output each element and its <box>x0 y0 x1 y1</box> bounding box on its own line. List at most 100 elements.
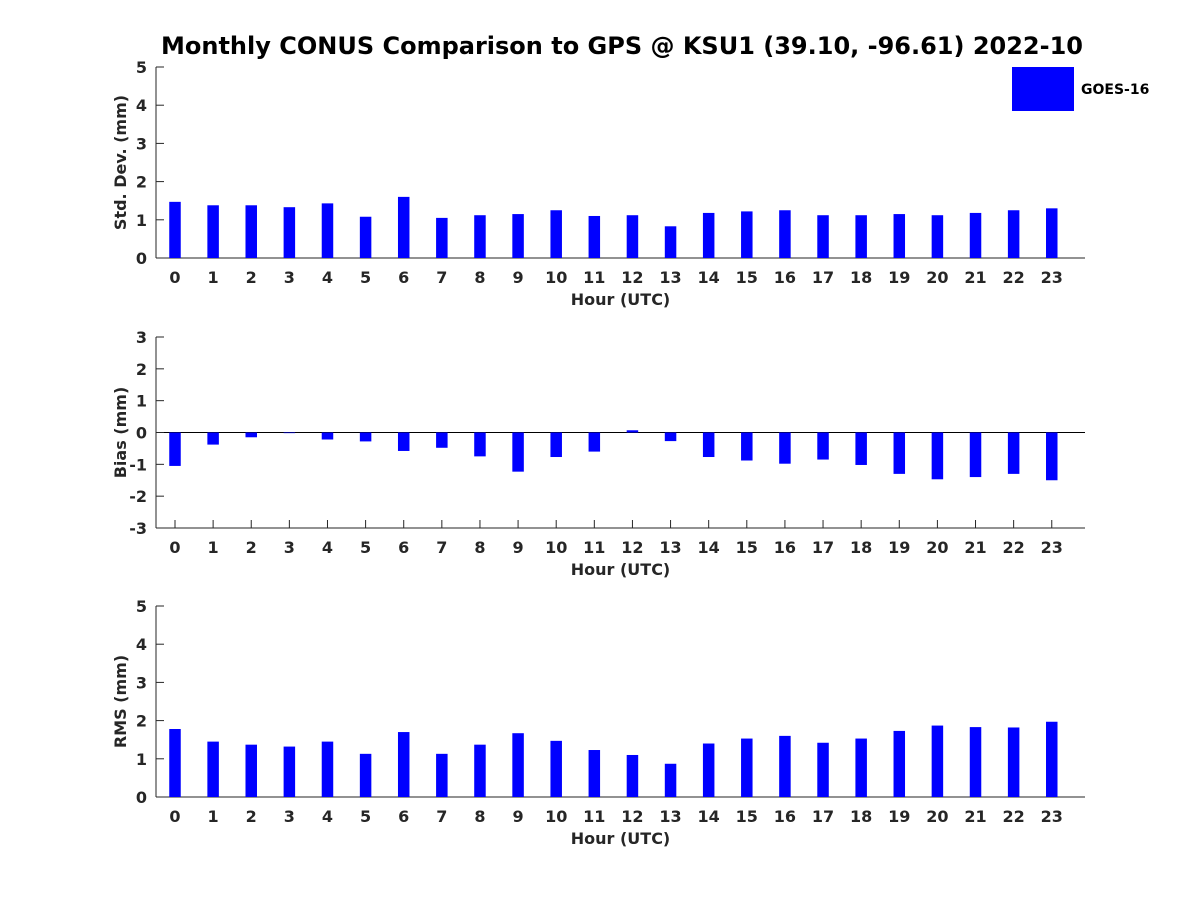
x-tick-label: 22 <box>1003 268 1025 287</box>
bar-hour-9 <box>512 214 524 258</box>
bar-hour-2 <box>245 432 257 438</box>
bar-hour-16 <box>779 432 791 464</box>
bar-hour-20 <box>931 725 944 797</box>
y-tick-label: 1 <box>136 750 147 769</box>
x-tick-label: 15 <box>736 807 758 826</box>
bar-hour-0 <box>169 729 181 797</box>
y-tick-label: 2 <box>136 712 147 731</box>
legend-swatch <box>1012 67 1074 111</box>
y-tick-label: 4 <box>136 96 147 115</box>
x-tick-label: 18 <box>850 268 872 287</box>
bar-hour-10 <box>550 740 562 797</box>
y-tick-label: -3 <box>129 519 147 538</box>
y-tick-label: 2 <box>136 360 147 379</box>
bar-hour-13 <box>664 226 677 258</box>
bar-hour-23 <box>1046 432 1058 481</box>
x-tick-label: 20 <box>926 807 948 826</box>
bar-hour-21 <box>969 212 982 258</box>
bar-hour-2 <box>245 744 257 797</box>
x-tick-label: 17 <box>812 807 834 826</box>
legend: GOES-16 <box>1012 67 1149 111</box>
bar-hour-19 <box>893 730 906 797</box>
bar-hour-15 <box>741 211 753 258</box>
x-tick-label: 18 <box>850 538 872 557</box>
bar-hour-4 <box>321 741 334 797</box>
bar-hour-14 <box>702 432 715 458</box>
bar-hour-3 <box>283 207 296 258</box>
x-tick-label: 11 <box>583 538 605 557</box>
x-tick-label: 15 <box>736 538 758 557</box>
x-tick-label: 8 <box>474 268 485 287</box>
y-axis-label: RMS (mm) <box>111 655 130 748</box>
y-tick-label: 3 <box>136 328 147 347</box>
bar-hour-1 <box>207 432 219 445</box>
x-tick-label: 23 <box>1041 807 1063 826</box>
x-tick-label: 9 <box>513 538 524 557</box>
bar-hour-13 <box>664 432 677 442</box>
x-tick-label: 16 <box>774 268 796 287</box>
bar-hour-7 <box>436 432 448 448</box>
bar-hour-8 <box>474 432 486 457</box>
y-tick-label: 4 <box>136 635 147 654</box>
bar-hour-21 <box>969 432 982 478</box>
x-tick-label: 5 <box>360 538 371 557</box>
bar-hour-18 <box>855 432 867 465</box>
bar-hour-23 <box>1046 721 1058 797</box>
y-tick-label: 2 <box>136 173 147 192</box>
y-tick-label: 1 <box>136 211 147 230</box>
bar-hour-11 <box>588 215 601 258</box>
bar-hour-14 <box>702 743 715 797</box>
bar-hour-0 <box>169 432 181 466</box>
y-axis-label: Std. Dev. (mm) <box>111 95 130 230</box>
bar-hour-15 <box>741 738 753 797</box>
bar-hour-20 <box>931 432 944 480</box>
x-tick-label: 2 <box>246 807 257 826</box>
y-tick-label: -2 <box>129 487 147 506</box>
bar-hour-22 <box>1007 432 1020 474</box>
bar-hour-5 <box>359 216 372 258</box>
bar-hour-19 <box>893 214 906 258</box>
bar-hour-3 <box>283 432 296 434</box>
y-tick-label: 5 <box>136 597 147 616</box>
y-tick-label: 3 <box>136 134 147 153</box>
y-tick-label: 1 <box>136 392 147 411</box>
x-tick-label: 22 <box>1003 807 1025 826</box>
bar-hour-21 <box>969 727 982 797</box>
x-tick-label: 22 <box>1003 538 1025 557</box>
x-tick-label: 19 <box>888 538 910 557</box>
x-tick-label: 3 <box>284 807 295 826</box>
x-tick-label: 18 <box>850 807 872 826</box>
x-tick-label: 21 <box>964 538 986 557</box>
bar-hour-22 <box>1007 210 1020 258</box>
bar-hour-3 <box>283 746 296 797</box>
x-tick-label: 5 <box>360 807 371 826</box>
x-tick-label: 19 <box>888 268 910 287</box>
bar-hour-9 <box>512 733 524 797</box>
bar-hour-1 <box>207 741 219 797</box>
x-tick-label: 8 <box>474 538 485 557</box>
x-tick-label: 5 <box>360 268 371 287</box>
bar-hour-12 <box>626 430 639 433</box>
x-tick-label: 4 <box>322 538 333 557</box>
x-tick-label: 13 <box>659 268 681 287</box>
x-tick-label: 6 <box>398 807 409 826</box>
bar-hour-15 <box>741 432 753 461</box>
x-tick-label: 12 <box>621 538 643 557</box>
bar-hour-22 <box>1007 727 1020 797</box>
x-tick-label: 1 <box>208 268 219 287</box>
x-tick-label: 20 <box>926 538 948 557</box>
x-tick-label: 6 <box>398 538 409 557</box>
x-tick-label: 0 <box>169 538 180 557</box>
x-tick-label: 11 <box>583 268 605 287</box>
x-tick-label: 17 <box>812 268 834 287</box>
bar-hour-12 <box>626 215 639 258</box>
x-axis-label: Hour (UTC) <box>571 560 671 579</box>
bar-hour-7 <box>436 217 448 258</box>
bar-hour-12 <box>626 754 639 797</box>
bar-hour-14 <box>702 212 715 258</box>
bar-hour-20 <box>931 215 944 258</box>
